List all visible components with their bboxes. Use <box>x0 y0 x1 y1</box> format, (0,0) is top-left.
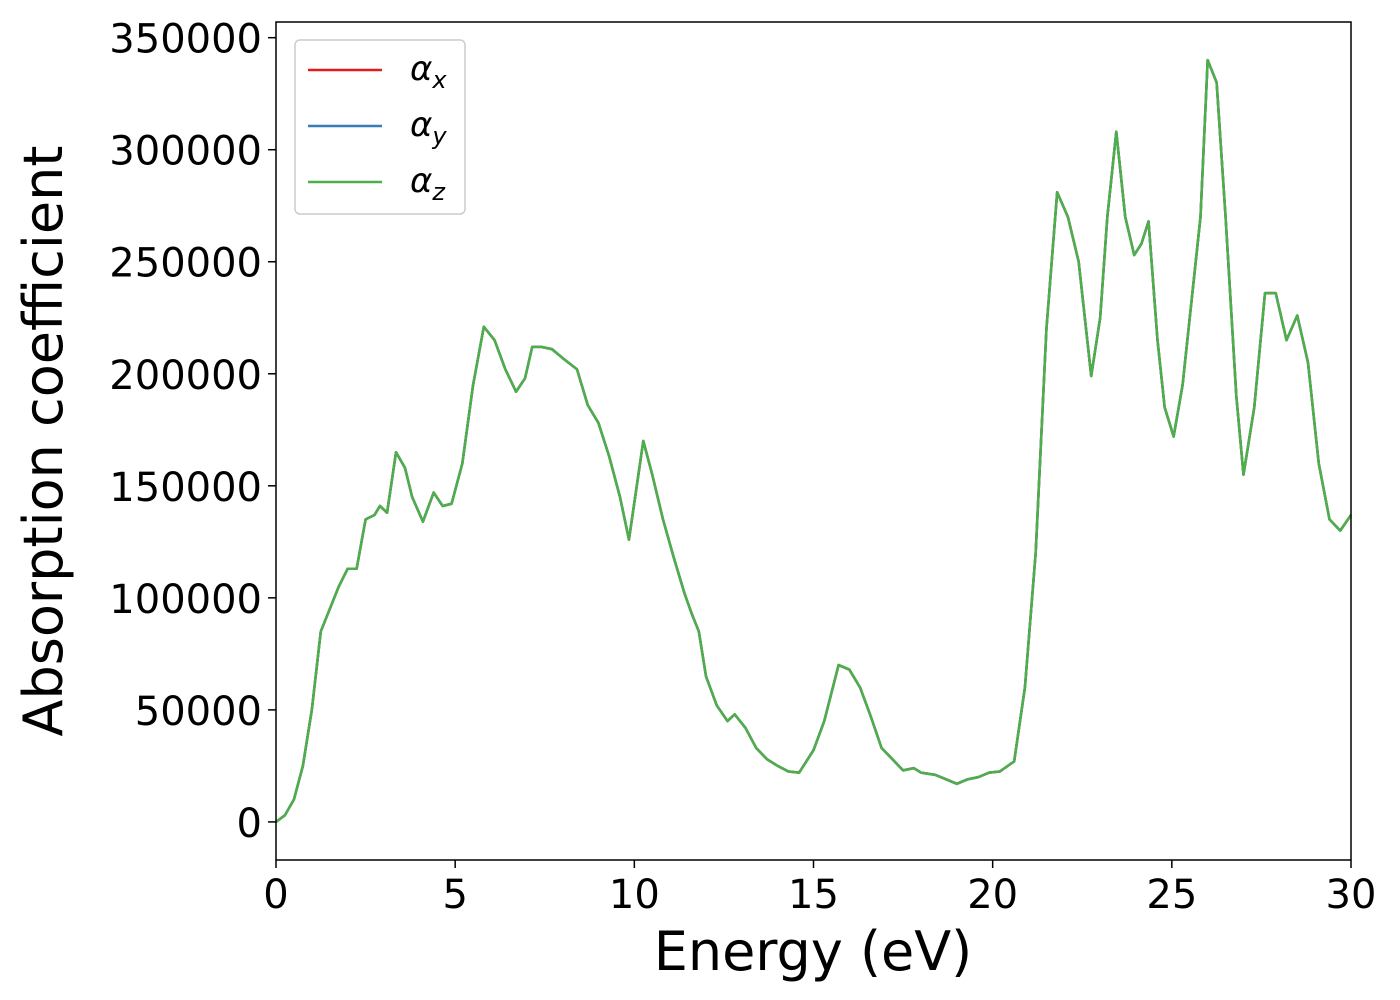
y-tick-label: 0 <box>237 801 262 847</box>
y-tick-label: 100000 <box>109 577 262 623</box>
x-tick-label: 15 <box>788 872 839 918</box>
y-tick-label: 250000 <box>109 241 262 287</box>
y-tick-label: 50000 <box>135 689 262 735</box>
x-axis-label: Energy (eV) <box>654 920 973 983</box>
series-line <box>275 58 1353 823</box>
x-tick-label: 0 <box>263 872 288 918</box>
y-tick-label: 200000 <box>109 353 262 399</box>
legend-label: αx <box>410 49 447 94</box>
legend-label: αy <box>410 105 447 150</box>
x-tick-label: 30 <box>1326 872 1377 918</box>
y-axis-label: Absorption coefficient <box>12 146 75 737</box>
x-tick-label: 10 <box>609 872 660 918</box>
legend-label: αz <box>410 161 446 206</box>
y-tick-label: 300000 <box>109 129 262 175</box>
plot-frame <box>275 21 1352 861</box>
y-tick-label: 350000 <box>109 17 262 63</box>
x-tick-label: 20 <box>967 872 1018 918</box>
x-tick-label: 5 <box>442 872 467 918</box>
legend: αx αy αz <box>294 39 466 215</box>
x-tick-label: 25 <box>1146 872 1197 918</box>
y-tick-label: 150000 <box>109 465 262 511</box>
